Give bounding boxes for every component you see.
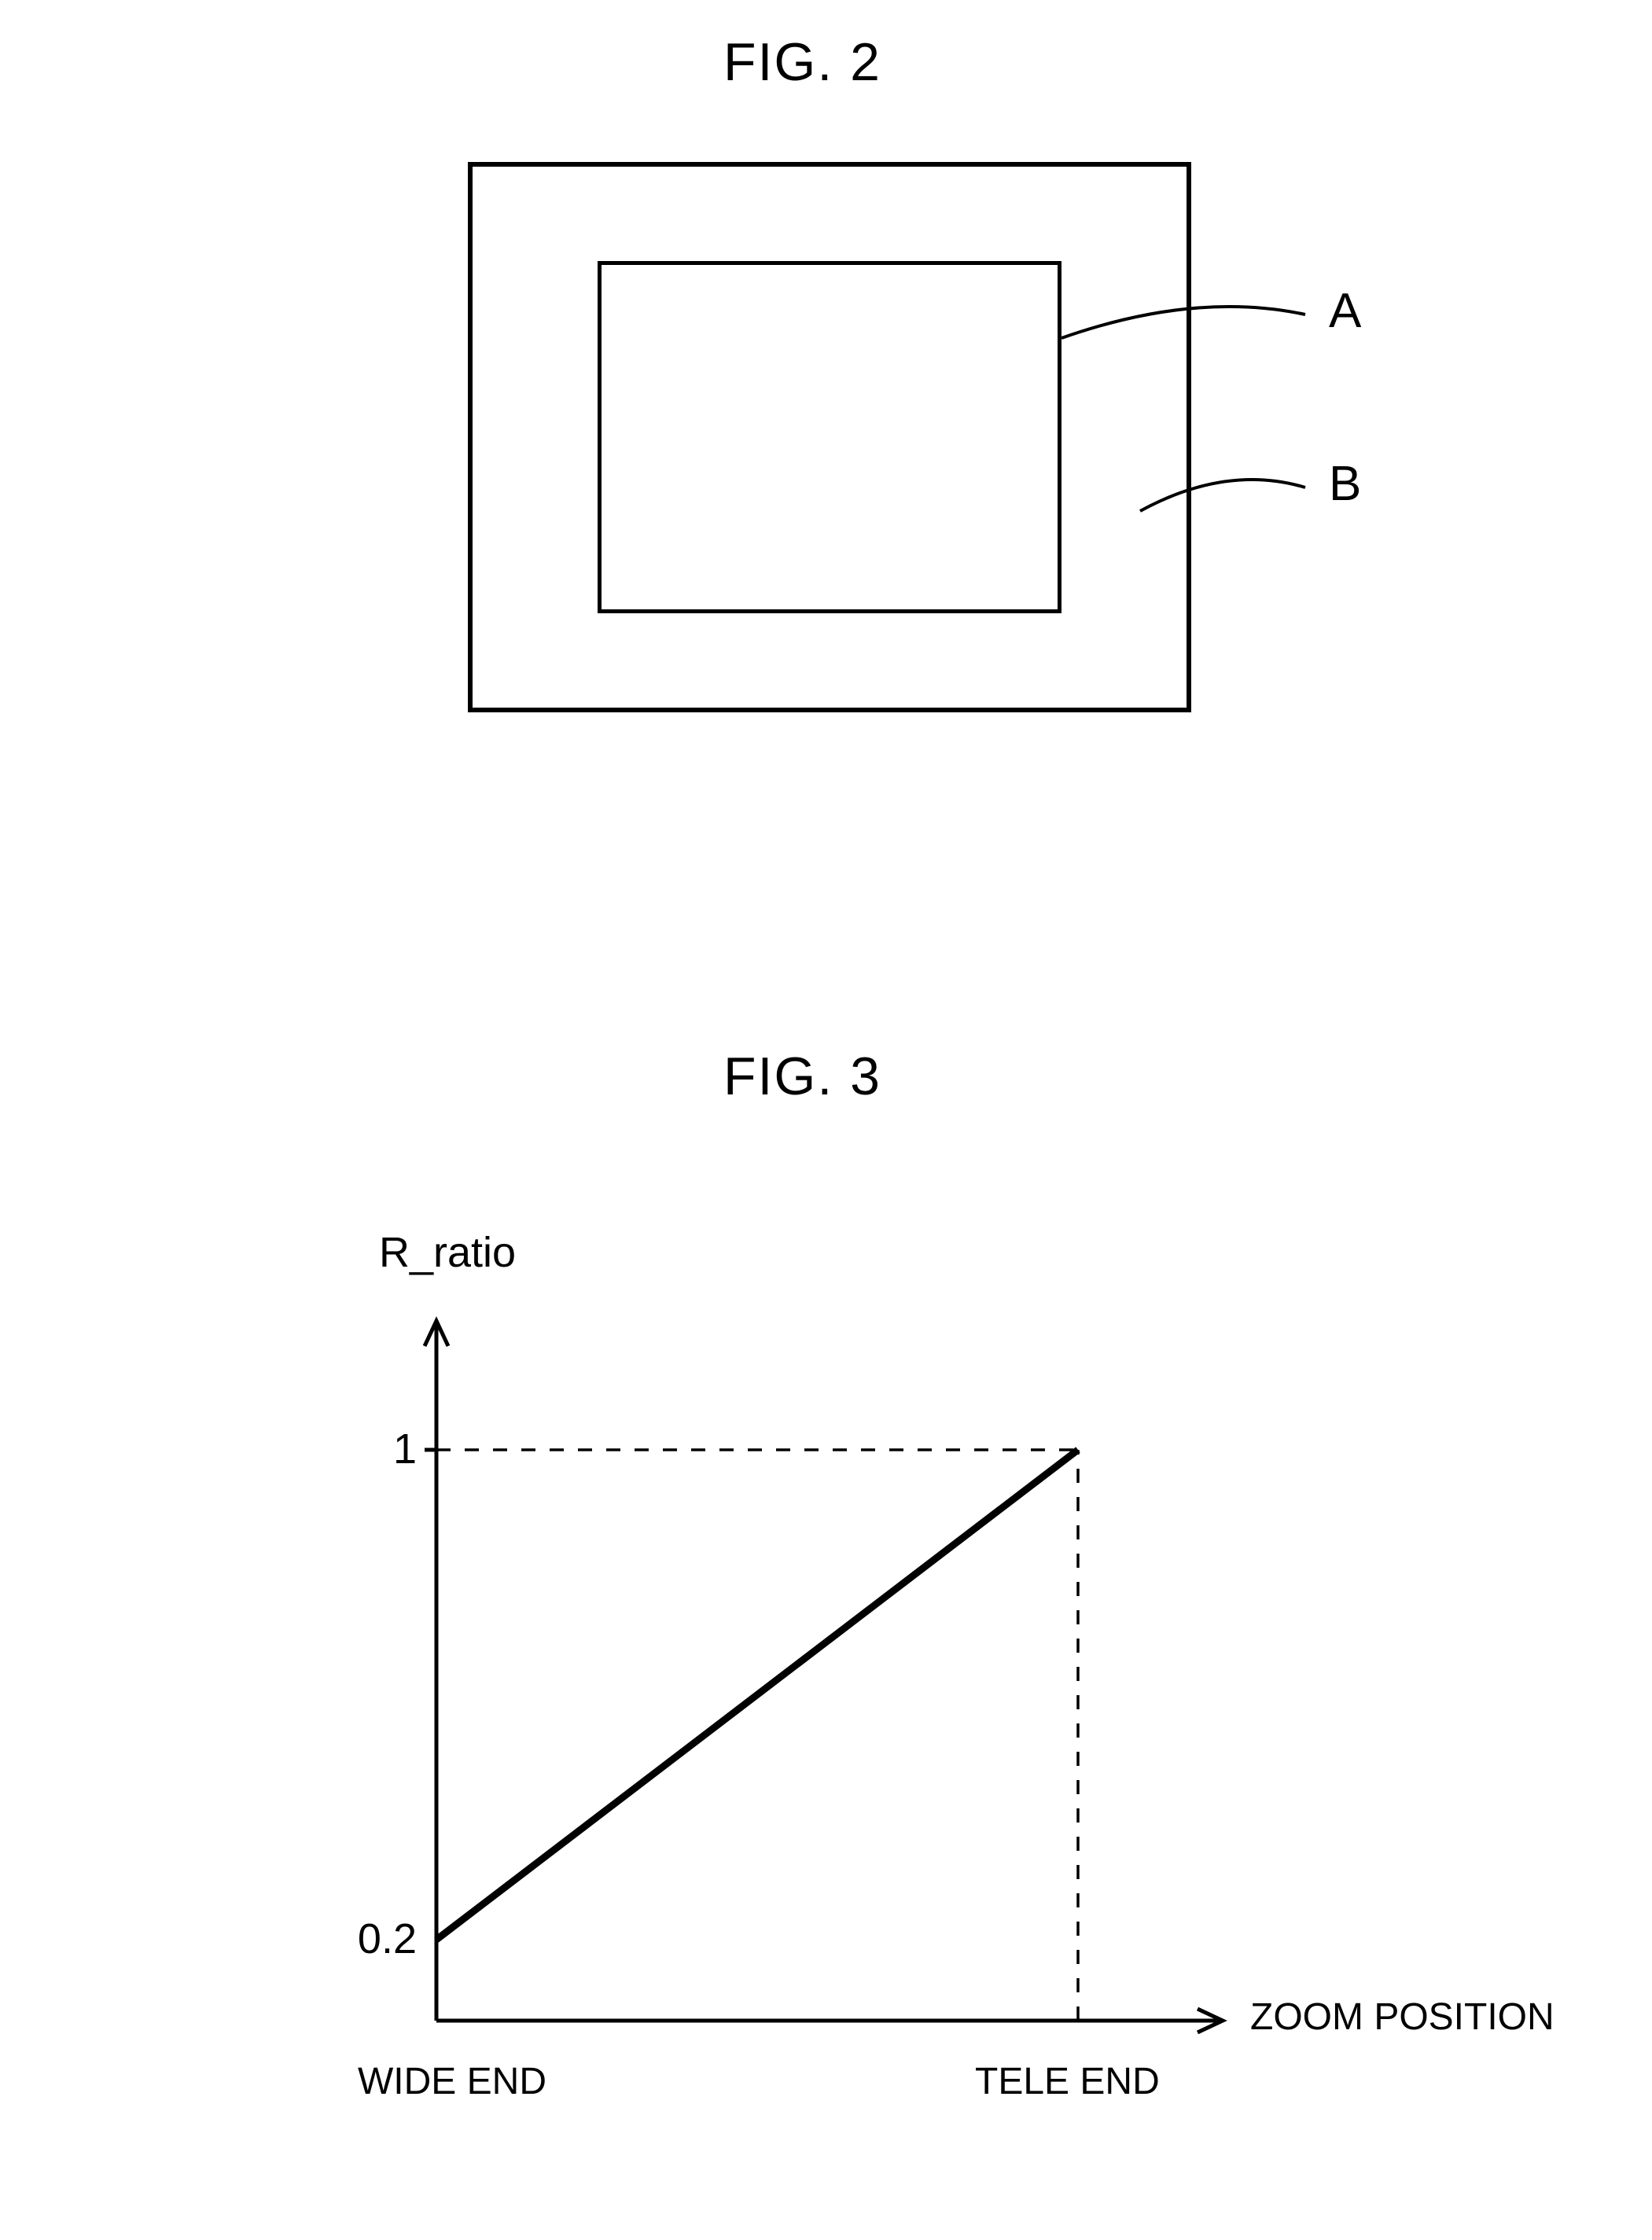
fig3-xtick-wide: WIDE END (358, 2060, 562, 2103)
fig3-chart (0, 0, 1652, 2240)
fig3-y-axis-label: R_ratio (379, 1228, 516, 1277)
fig3-xtick-tele: TELE END (975, 2060, 1179, 2103)
fig3-ytick-02: 0.2 (315, 1914, 417, 1963)
fig3-x-axis-label: ZOOM POSITION (1250, 1995, 1554, 2039)
fig3-ytick-1: 1 (338, 1425, 417, 1473)
